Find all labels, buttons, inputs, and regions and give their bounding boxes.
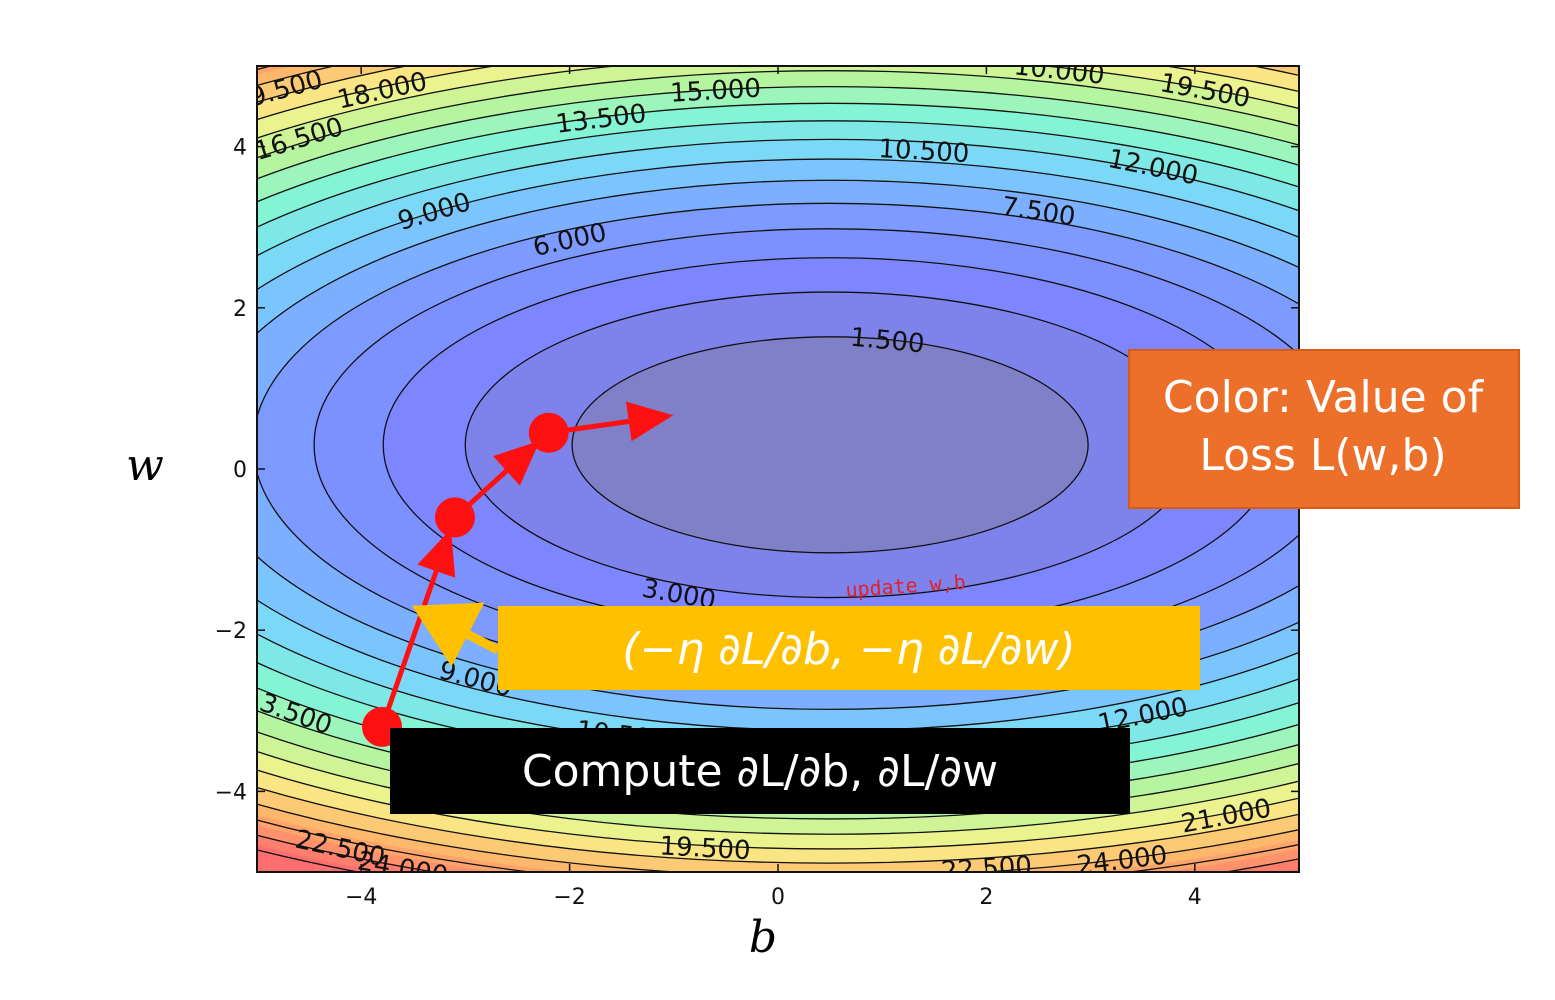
contour-line bbox=[257, 66, 1299, 835]
loss-callout-line: Color: Value of bbox=[1163, 372, 1485, 423]
x-axis-label: b bbox=[749, 912, 777, 963]
compute-callout: Compute ∂L/∂b, ∂L/∂w bbox=[390, 728, 1130, 814]
y-tick-label: −2 bbox=[215, 619, 247, 644]
y-tick-label: 2 bbox=[233, 297, 247, 322]
compute-callout-text: Compute ∂L/∂b, ∂L/∂w bbox=[522, 746, 998, 797]
x-tick-label: 2 bbox=[979, 885, 993, 910]
update-callout-text: (−η ∂L/∂b, −η ∂L/∂w) bbox=[622, 624, 1075, 675]
x-tick-label: 4 bbox=[1188, 885, 1202, 910]
contour-label: 10.500 bbox=[878, 134, 971, 169]
x-tick-label: 0 bbox=[771, 885, 785, 910]
x-tick-label: −4 bbox=[345, 885, 377, 910]
contour-label-text: 19.500 bbox=[659, 831, 751, 866]
update-pointer-arrow bbox=[411, 602, 501, 667]
contour-label-text: 22.500 bbox=[940, 851, 1033, 887]
contour-label: 19.500 bbox=[659, 831, 751, 866]
contour-label: 1.500 bbox=[849, 323, 926, 360]
contour-line bbox=[571, 336, 1089, 554]
loss-callout-line: Loss L(w,b) bbox=[1199, 430, 1446, 481]
y-axis-label: w bbox=[126, 440, 164, 491]
update-callout: (−η ∂L/∂b, −η ∂L/∂w) bbox=[498, 606, 1200, 690]
contour-label-text: 15.000 bbox=[669, 74, 762, 109]
band-min bbox=[572, 336, 1089, 553]
contour-label-text: 10.500 bbox=[878, 134, 971, 169]
contour-line bbox=[257, 70, 1299, 820]
x-tick-label: −2 bbox=[553, 885, 585, 910]
loss-callout-text: Color: Value of Loss L(w,b) bbox=[1163, 372, 1485, 481]
descent-point bbox=[528, 412, 569, 453]
y-tick-label: −4 bbox=[215, 780, 247, 805]
contour-label: 15.000 bbox=[669, 74, 762, 109]
loss-color-callout: Color: Value of Loss L(w,b) bbox=[1128, 349, 1520, 509]
descent-point bbox=[434, 497, 475, 538]
contour-label-text: 1.500 bbox=[849, 323, 926, 360]
x-axis-ticks: −4 −2 0 2 4 bbox=[345, 66, 1202, 910]
y-axis-ticks: −4 −2 0 2 4 bbox=[215, 136, 1299, 805]
contour-line bbox=[257, 66, 1299, 864]
contour-line bbox=[257, 66, 1299, 850]
y-tick-label: 4 bbox=[233, 136, 247, 161]
contour-line bbox=[257, 179, 1299, 710]
y-tick-label: 0 bbox=[233, 458, 247, 483]
contour-label: 22.500 bbox=[940, 851, 1033, 887]
